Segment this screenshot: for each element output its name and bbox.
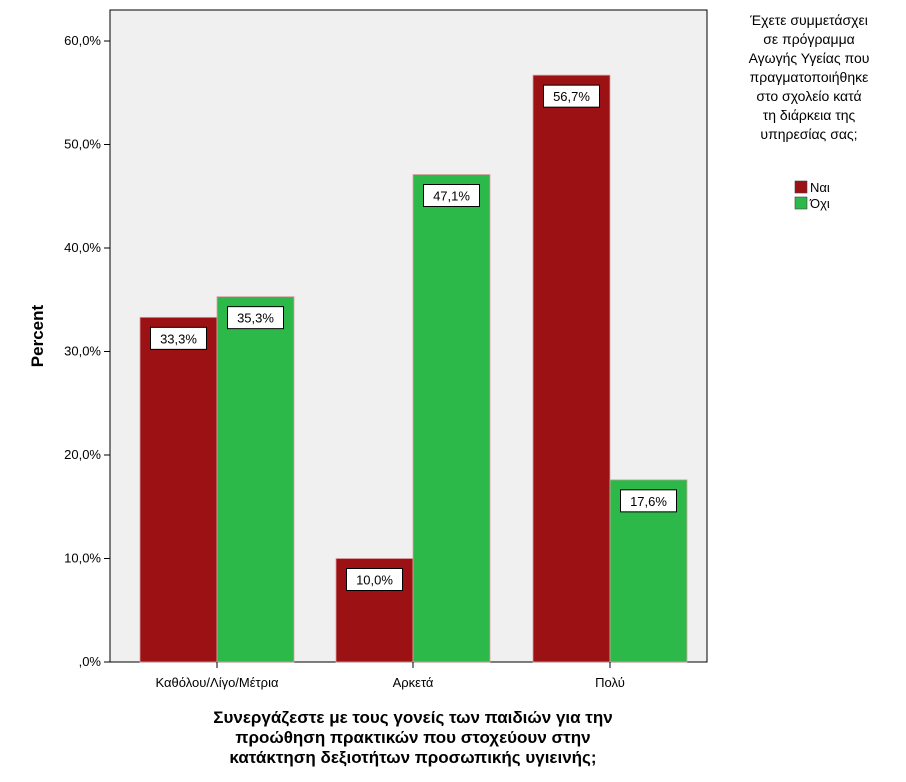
legend-title-line: Αγωγής Υγείας που (749, 50, 870, 66)
y-axis-label: Percent (28, 304, 47, 367)
data-label-box (423, 184, 480, 208)
bar-nai (532, 74, 611, 663)
x-tick-label: Καθόλου/Λίγο/Μέτρια (156, 675, 279, 690)
data-label: 47,1% (433, 189, 470, 204)
x-axis: Καθόλου/Λίγο/Μέτρια Αρκετά Πολύ (156, 662, 625, 690)
x-tick-label: Αρκετά (393, 675, 434, 690)
data-label: 17,6% (630, 494, 667, 509)
bar-ochi (412, 174, 491, 663)
x-axis-label-line: Συνεργάζεστε με τους γονείς των παιδιών … (213, 708, 612, 727)
y-tick-label: 60,0% (64, 33, 101, 48)
legend-title-line: σε πρόγραμμα (763, 31, 854, 47)
y-tick-label: ,0% (79, 654, 102, 669)
bars: 33,3% 35,3% 10,0% 47,1% 56,7% 17,6% (139, 74, 688, 663)
data-label-box (150, 326, 207, 350)
legend-item-label: Όχι (809, 196, 830, 211)
y-tick-label: 20,0% (64, 447, 101, 462)
data-label-box (346, 568, 403, 591)
data-label: 35,3% (237, 311, 274, 326)
x-axis-label: Συνεργάζεστε με τους γονείς των παιδιών … (213, 708, 612, 767)
legend-title-line: πραγματοποιήθηκε (750, 69, 869, 85)
data-label-box (543, 84, 600, 108)
bar-ochi (216, 296, 295, 663)
x-axis-label-line: προώθηση πρακτικών που στοχεύουν στην (235, 728, 590, 747)
y-tick-label: 40,0% (64, 240, 101, 255)
y-tick-label: 30,0% (64, 344, 101, 359)
legend-title-line: Έχετε συμμετάσχει (749, 12, 868, 28)
legend-title-line: τη διάρκεια της (763, 107, 856, 123)
data-label-box (620, 489, 677, 513)
data-label: 56,7% (553, 89, 590, 104)
legend-title-line: υπηρεσίας σας; (760, 126, 857, 142)
data-label: 33,3% (160, 331, 197, 346)
y-tick-label: 10,0% (64, 551, 101, 566)
y-axis: ,0% 10,0% 20,0% 30,0% 40,0% 50,0% 60,0% (64, 33, 110, 669)
data-label: 10,0% (356, 573, 393, 588)
data-label-box (227, 306, 284, 330)
x-axis-label-line: κατάκτηση δεξιοτήτων προσωπικής υγιεινής… (229, 748, 596, 767)
legend: Έχετε συμμετάσχει σε πρόγραμμα Αγωγής Υγεί… (749, 12, 870, 211)
bar-nai (139, 316, 218, 663)
x-tick-label: Πολύ (595, 675, 625, 690)
legend-swatch (794, 180, 808, 194)
legend-title-line: στο σχολείο κατά (756, 88, 861, 104)
legend-item-label: Ναι (810, 180, 830, 195)
y-tick-label: 50,0% (64, 137, 101, 152)
legend-swatch (794, 196, 808, 210)
